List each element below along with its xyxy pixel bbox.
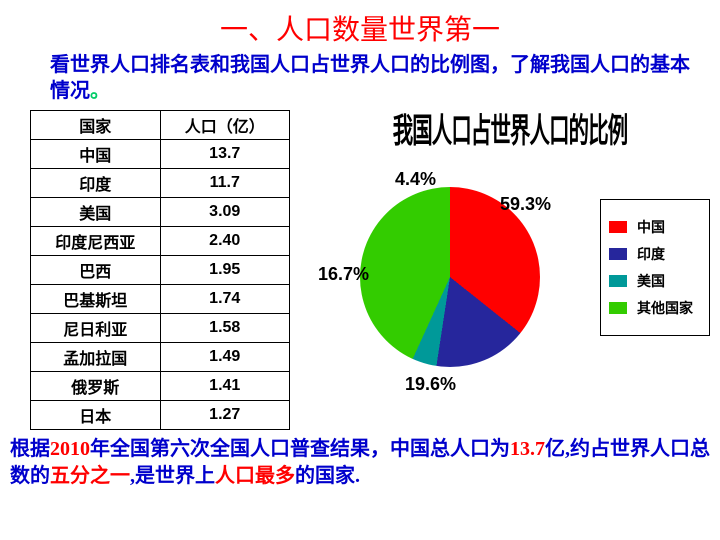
subtitle-text: 看世界人口排名表和我国人口占世界人口的比例图，了解我国人口的基本情况: [50, 54, 690, 102]
pie-slice-label: 16.7%: [318, 264, 369, 285]
table-cell-country: 巴西: [31, 256, 161, 285]
footer-part: 五分之一: [50, 465, 130, 487]
table-cell-pop: 1.49: [160, 343, 290, 372]
table-cell-pop: 1.95: [160, 256, 290, 285]
pie-zone: 19.6% 16.7% 4.4% 59.3% 中国印度美国其他国家: [310, 149, 710, 409]
table-cell-pop: 13.7: [160, 140, 290, 169]
population-table-wrap: 国家 人口（亿） 中国13.7印度11.7美国3.09印度尼西亚2.40巴西1.…: [30, 110, 310, 430]
pie-legend: 中国印度美国其他国家: [600, 199, 710, 336]
pie-slice-label: 4.4%: [395, 169, 436, 190]
table-row: 巴西1.95: [31, 256, 290, 285]
legend-label: 印度: [637, 244, 665, 264]
subtitle: 看世界人口排名表和我国人口占世界人口的比例图，了解我国人口的基本情况。: [0, 48, 720, 104]
table-cell-country: 印度尼西亚: [31, 227, 161, 256]
table-cell-pop: 1.41: [160, 372, 290, 401]
content-row: 国家 人口（亿） 中国13.7印度11.7美国3.09印度尼西亚2.40巴西1.…: [0, 104, 720, 430]
pie-slice-label: 59.3%: [500, 194, 551, 215]
table-header-country: 国家: [31, 111, 161, 140]
legend-label: 中国: [637, 217, 665, 237]
title-text: 一、人口数量世界第一: [220, 15, 500, 46]
legend-item: 中国: [609, 217, 701, 237]
chart-title: 我国人口占世界人口的比例: [340, 103, 680, 152]
table-row: 尼日利亚1.58: [31, 314, 290, 343]
subtitle-dot: 。: [90, 80, 110, 102]
table-header-pop: 人口（亿）: [160, 111, 290, 140]
legend-swatch: [609, 302, 627, 314]
table-cell-country: 印度: [31, 169, 161, 198]
table-row: 印度11.7: [31, 169, 290, 198]
footer-part: 2010: [50, 438, 90, 460]
table-cell-country: 孟加拉国: [31, 343, 161, 372]
table-cell-country: 日本: [31, 401, 161, 430]
table-cell-country: 中国: [31, 140, 161, 169]
legend-label: 美国: [637, 271, 665, 291]
footer-part: ,是世界上: [130, 465, 215, 487]
table-cell-country: 俄罗斯: [31, 372, 161, 401]
footer-part: 根据: [10, 438, 50, 460]
table-row: 日本1.27: [31, 401, 290, 430]
legend-item: 其他国家: [609, 298, 701, 318]
page-title: 一、人口数量世界第一: [0, 0, 720, 48]
legend-label: 其他国家: [637, 298, 693, 318]
legend-swatch: [609, 275, 627, 287]
pie-slice-label: 19.6%: [405, 374, 456, 395]
footer-part: 13.7: [510, 438, 545, 460]
population-table: 国家 人口（亿） 中国13.7印度11.7美国3.09印度尼西亚2.40巴西1.…: [30, 110, 290, 430]
table-row: 俄罗斯1.41: [31, 372, 290, 401]
footer-part: 人口最多: [215, 465, 295, 487]
table-cell-pop: 11.7: [160, 169, 290, 198]
table-header-row: 国家 人口（亿）: [31, 111, 290, 140]
footer-part: 的国家.: [295, 465, 360, 487]
table-cell-pop: 3.09: [160, 198, 290, 227]
chart-area: 我国人口占世界人口的比例 19.6%16.7%4.4%59.3% 中国印度美国其…: [310, 110, 710, 430]
table-row: 孟加拉国1.49: [31, 343, 290, 372]
table-row: 中国13.7: [31, 140, 290, 169]
table-cell-pop: 1.74: [160, 285, 290, 314]
legend-swatch: [609, 221, 627, 233]
table-cell-country: 巴基斯坦: [31, 285, 161, 314]
table-cell-country: 美国: [31, 198, 161, 227]
table-row: 巴基斯坦1.74: [31, 285, 290, 314]
footer-text: 根据2010年全国第六次全国人口普查结果，中国总人口为13.7亿,约占世界人口总…: [0, 430, 720, 490]
legend-swatch: [609, 248, 627, 260]
legend-item: 印度: [609, 244, 701, 264]
table-cell-country: 尼日利亚: [31, 314, 161, 343]
table-row: 印度尼西亚2.40: [31, 227, 290, 256]
table-cell-pop: 1.27: [160, 401, 290, 430]
table-cell-pop: 2.40: [160, 227, 290, 256]
legend-item: 美国: [609, 271, 701, 291]
table-cell-pop: 1.58: [160, 314, 290, 343]
footer-part: 年全国第六次全国人口普查结果，中国总人口为: [90, 438, 510, 460]
table-row: 美国3.09: [31, 198, 290, 227]
